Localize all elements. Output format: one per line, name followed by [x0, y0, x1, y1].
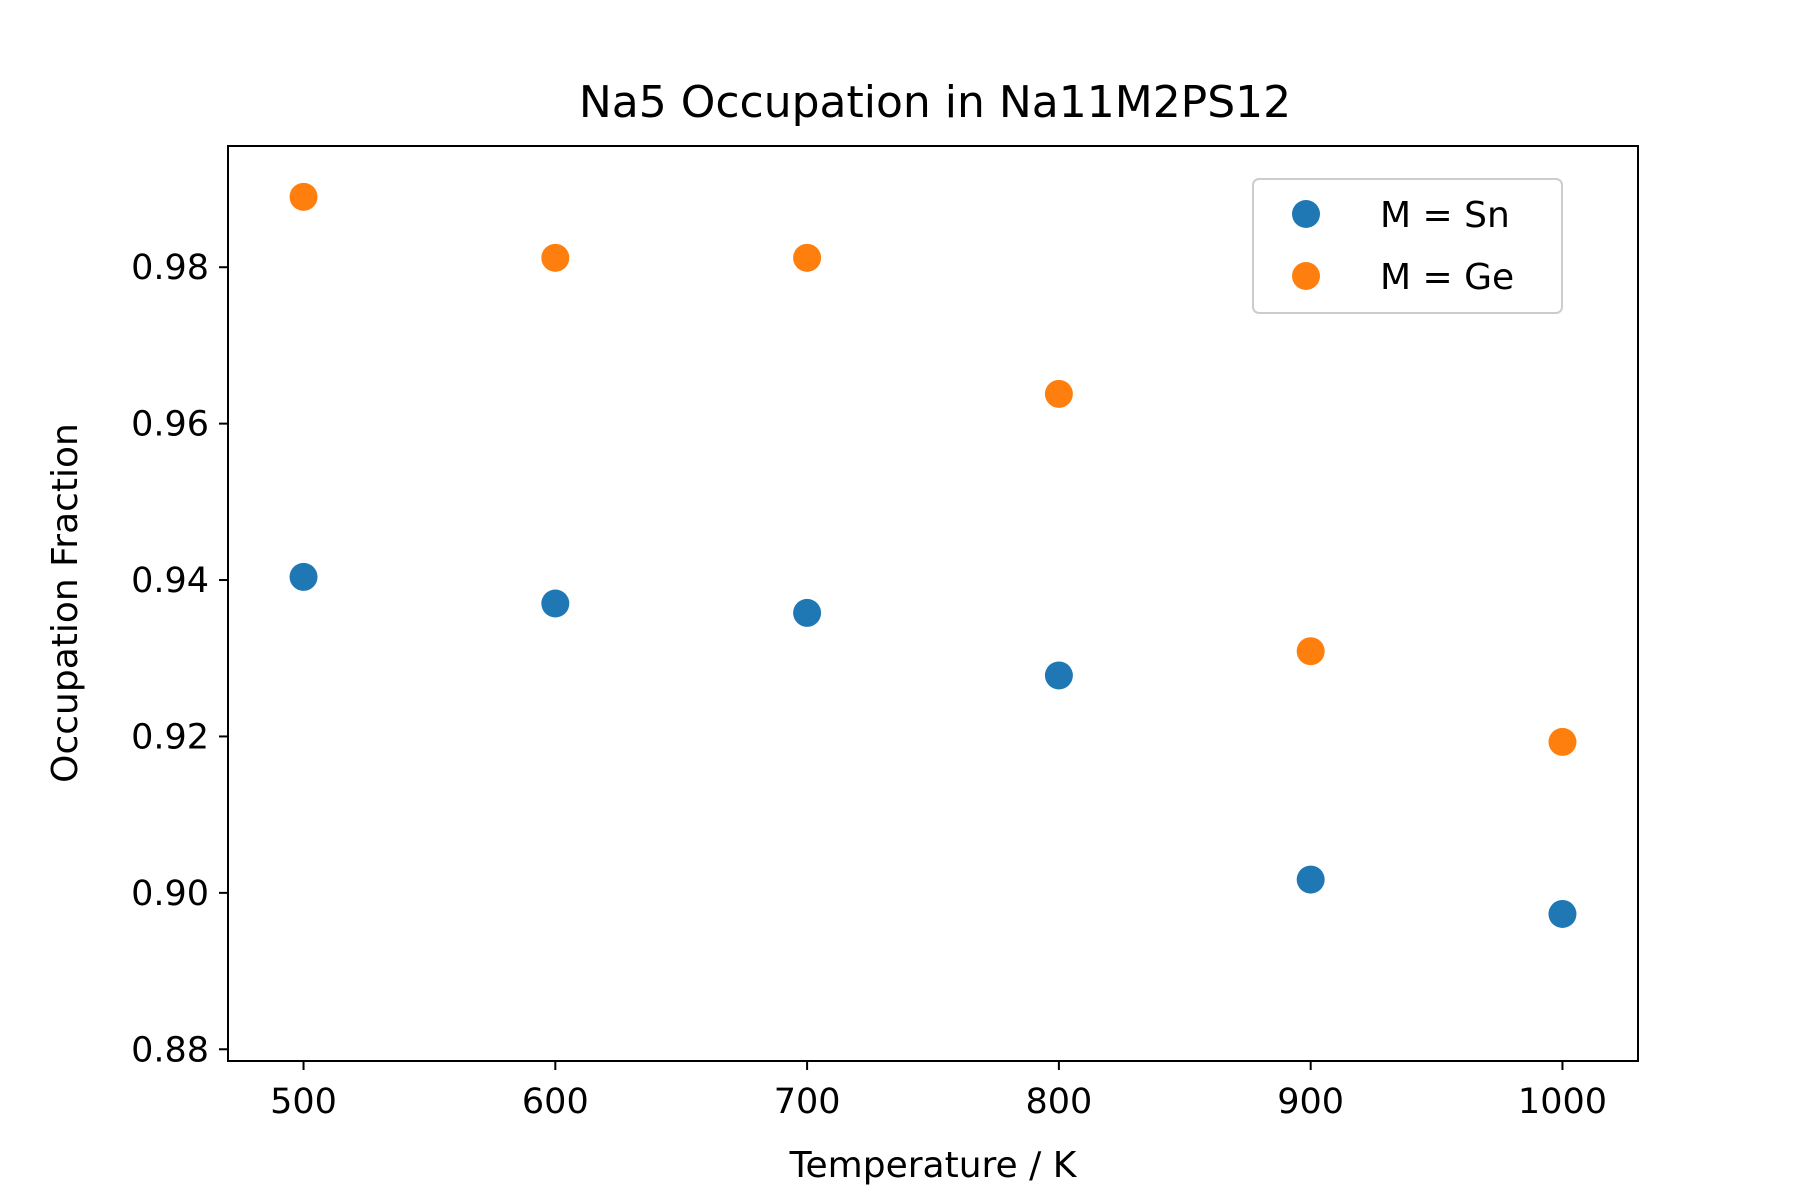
data-point	[793, 598, 822, 627]
plot-area	[289, 182, 1577, 928]
y-axis-title: Occupation Fraction	[45, 423, 86, 783]
data-point	[1296, 637, 1325, 666]
data-point	[793, 243, 822, 272]
data-point	[1548, 727, 1577, 756]
x-tick-label: 800	[1025, 1082, 1092, 1122]
y-tick-label: 0.98	[131, 248, 209, 288]
data-point	[289, 182, 318, 211]
data-point	[1044, 379, 1073, 408]
legend-marker	[1292, 262, 1320, 290]
legend-marker	[1292, 200, 1320, 228]
y-tick-label: 0.92	[131, 717, 209, 757]
y-tick-label: 0.90	[131, 874, 209, 914]
legend-label: M = Ge	[1380, 257, 1514, 298]
x-tick-label: 900	[1277, 1082, 1344, 1122]
x-tick-label: 500	[270, 1082, 337, 1122]
y-tick-label: 0.88	[131, 1030, 209, 1070]
series-1	[289, 562, 1577, 928]
data-point	[289, 562, 318, 591]
legend-label: M = Sn	[1380, 195, 1510, 236]
data-point	[541, 589, 570, 618]
y-tick-label: 0.96	[131, 405, 209, 445]
x-axis: 500 600 700 800 900 1000	[270, 1061, 1607, 1122]
x-tick-label: 700	[774, 1082, 841, 1122]
x-axis-title: Temperature / K	[789, 1145, 1078, 1186]
data-point	[1044, 661, 1073, 690]
x-tick-label: 600	[522, 1082, 589, 1122]
y-axis: 0.88 0.90 0.92 0.94 0.96 0.98	[131, 248, 228, 1070]
data-point	[541, 243, 570, 272]
data-point	[1548, 899, 1577, 928]
data-point	[1296, 865, 1325, 894]
series-2	[289, 182, 1577, 756]
plot-frame	[227, 145, 1639, 1062]
legend: M = Sn M = Ge	[1252, 178, 1563, 314]
legend-frame	[1252, 178, 1563, 314]
chart-title: Na5 Occupation in Na11M2PS12	[579, 77, 1291, 128]
y-tick-label: 0.94	[131, 561, 209, 601]
x-tick-label: 1000	[1518, 1082, 1607, 1122]
